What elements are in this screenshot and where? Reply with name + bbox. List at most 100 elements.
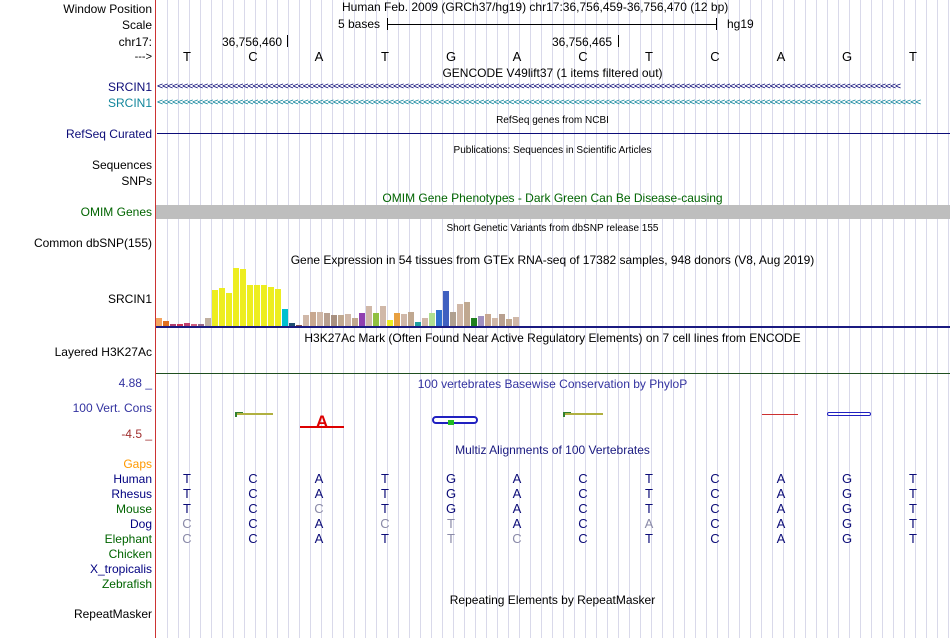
alignment-base: G	[841, 531, 853, 546]
gtex-tissue-bar[interactable]	[422, 318, 428, 326]
gtex-tissue-bar[interactable]	[170, 324, 176, 326]
reference-base: C	[248, 49, 258, 64]
track-label-gaps[interactable]: Gaps	[123, 457, 152, 471]
gtex-tissue-bar[interactable]	[513, 317, 519, 326]
gtex-tissue-bar[interactable]	[247, 285, 253, 326]
grid-line	[200, 0, 201, 638]
track-label-dbsnp[interactable]: Common dbSNP(155)	[33, 236, 152, 250]
gtex-tissue-bar[interactable]	[261, 285, 267, 326]
gtex-tissue-bar[interactable]	[450, 312, 456, 326]
gtex-tissue-bar[interactable]	[457, 304, 463, 326]
gtex-tissue-bar[interactable]	[352, 318, 358, 326]
gtex-tissue-bar[interactable]	[394, 313, 400, 326]
gtex-tissue-bar[interactable]	[317, 312, 323, 326]
species-label-rhesus[interactable]: Rhesus	[111, 487, 152, 501]
ruler-tick-2	[618, 35, 619, 47]
alignment-base: T	[909, 486, 917, 501]
species-label-x_tropicalis[interactable]: X_tropicalis	[89, 562, 152, 576]
grid-line	[882, 0, 883, 638]
species-label-dog[interactable]: Dog	[129, 517, 152, 531]
gtex-tissue-bar[interactable]	[219, 288, 225, 326]
gtex-tissue-bar[interactable]	[415, 322, 421, 326]
gtex-tissue-bar[interactable]	[198, 324, 204, 326]
gtex-tissue-bar[interactable]	[303, 315, 309, 326]
gtex-tissue-bar[interactable]	[443, 291, 449, 326]
gtex-tissue-bar[interactable]	[359, 313, 365, 326]
track-label-srcin1-gencode-2[interactable]: SRCIN1	[107, 96, 152, 110]
grid-line	[915, 0, 916, 638]
gtex-tissue-bar[interactable]	[226, 293, 232, 326]
track-label-repeatmasker[interactable]: RepeatMasker	[73, 607, 152, 621]
window-position-label: Window Position	[63, 2, 152, 16]
track-label-snps[interactable]: SNPs	[121, 174, 152, 188]
gtex-tissue-bar[interactable]	[373, 313, 379, 326]
gtex-tissue-bar[interactable]	[289, 323, 295, 326]
alignment-base: T	[381, 501, 389, 516]
phylop-glyphs[interactable]: A	[155, 404, 950, 430]
grid-line	[618, 0, 619, 638]
publications-track-title: Publications: Sequences in Scientific Ar…	[453, 145, 652, 156]
gtex-tissue-bar[interactable]	[240, 269, 246, 326]
gencode-transcript-srcin1-2[interactable]: <<<<<<<<<<<<<<<<<<<<<<<<<<<<<<<<<<<<<<<<…	[157, 98, 921, 108]
gtex-tissue-bar[interactable]	[254, 285, 260, 326]
gtex-tissue-bar[interactable]	[233, 268, 239, 326]
grid-line	[937, 0, 938, 638]
gtex-tissue-bar[interactable]	[366, 306, 372, 326]
gtex-tissue-bar[interactable]	[506, 319, 512, 326]
gtex-tissue-bar[interactable]	[345, 314, 351, 326]
gtex-tissue-bar[interactable]	[212, 290, 218, 326]
gtex-tissue-bar[interactable]	[436, 310, 442, 326]
species-label-human[interactable]: Human	[113, 472, 152, 486]
gtex-tissue-bar[interactable]	[401, 314, 407, 326]
species-label-chicken[interactable]: Chicken	[108, 547, 152, 561]
gtex-tissue-bar[interactable]	[492, 318, 498, 326]
alignment-base: T	[381, 471, 389, 486]
omim-gene-bar[interactable]	[156, 205, 950, 219]
refseq-gene-line[interactable]	[157, 133, 950, 134]
grid-line	[717, 0, 718, 638]
gtex-tissue-bar[interactable]	[485, 314, 491, 326]
grid-line	[893, 0, 894, 638]
gtex-tissue-bar[interactable]	[331, 315, 337, 326]
gtex-tissue-bar[interactable]	[205, 318, 211, 326]
gtex-tissue-bar[interactable]	[387, 320, 393, 326]
track-label-h3k27ac[interactable]: Layered H3K27Ac	[54, 345, 152, 359]
track-label-omim[interactable]: OMIM Genes	[80, 205, 152, 219]
gtex-tissue-bar[interactable]	[429, 313, 435, 326]
strand-label: --->	[134, 51, 152, 63]
species-label-zebrafish[interactable]: Zebrafish	[101, 577, 152, 591]
gtex-tissue-bar[interactable]	[499, 314, 505, 326]
gtex-tissue-bar[interactable]	[184, 323, 190, 326]
track-label-srcin1-gencode[interactable]: SRCIN1	[107, 80, 152, 94]
grid-line	[706, 0, 707, 638]
gtex-tissue-bar[interactable]	[282, 309, 288, 326]
gtex-bar-chart[interactable]	[155, 266, 535, 326]
gtex-tissue-bar[interactable]	[156, 318, 162, 326]
gtex-tissue-bar[interactable]	[191, 324, 197, 326]
track-image[interactable]: Human Feb. 2009 (GRCh37/hg19) chr17:36,7…	[155, 0, 950, 638]
track-label-sequences[interactable]: Sequences	[91, 158, 152, 172]
gencode-transcript-srcin1[interactable]: <<<<<<<<<<<<<<<<<<<<<<<<<<<<<<<<<<<<<<<<…	[157, 82, 901, 92]
gtex-tissue-bar[interactable]	[471, 318, 477, 326]
species-label-mouse[interactable]: Mouse	[115, 502, 152, 516]
gtex-tissue-bar[interactable]	[408, 312, 414, 326]
alignment-base: T	[645, 531, 653, 546]
gtex-tissue-bar[interactable]	[275, 289, 281, 326]
gtex-tissue-bar[interactable]	[310, 312, 316, 326]
alignment-base: T	[447, 516, 455, 531]
species-label-elephant[interactable]: Elephant	[104, 532, 152, 546]
gtex-tissue-bar[interactable]	[163, 321, 169, 326]
gtex-tissue-bar[interactable]	[268, 287, 274, 326]
gtex-tissue-bar[interactable]	[177, 324, 183, 326]
gtex-tissue-bar[interactable]	[338, 315, 344, 326]
gtex-tissue-bar[interactable]	[296, 325, 302, 326]
alignment-base: A	[512, 486, 522, 501]
track-label-refseq[interactable]: RefSeq Curated	[65, 127, 152, 141]
gtex-tissue-bar[interactable]	[478, 316, 484, 326]
track-label-phylop[interactable]: 100 Vert. Cons	[72, 401, 152, 415]
gtex-tissue-bar[interactable]	[380, 306, 386, 326]
grid-line	[728, 0, 729, 638]
gtex-tissue-bar[interactable]	[324, 313, 330, 326]
gtex-tissue-bar[interactable]	[464, 302, 470, 326]
track-label-gtex-srcin1[interactable]: SRCIN1	[107, 292, 152, 306]
